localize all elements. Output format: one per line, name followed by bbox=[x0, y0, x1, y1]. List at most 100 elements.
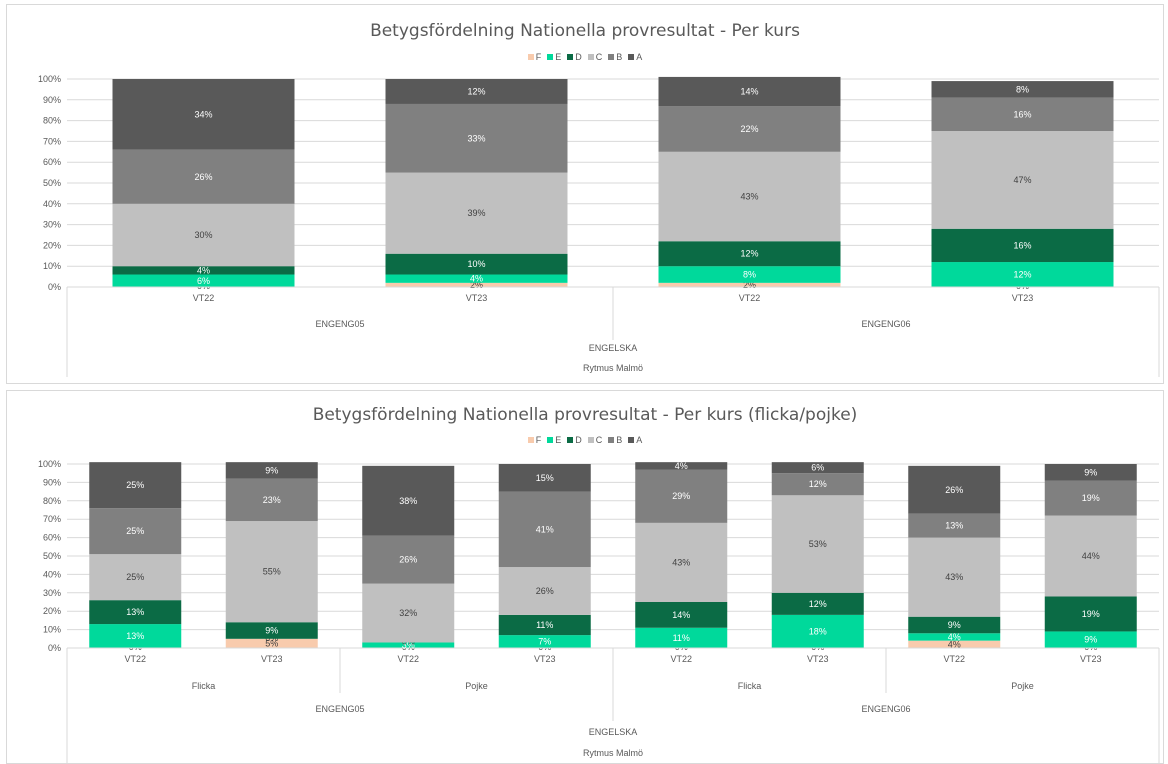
y-tick-label: 10% bbox=[43, 625, 61, 635]
y-tick-label: 0% bbox=[48, 282, 61, 292]
gender-group-label: Pojke bbox=[1011, 681, 1034, 691]
bar-segment-e bbox=[771, 614, 864, 648]
data-label: 34% bbox=[194, 109, 212, 119]
x-tick-label: VT22 bbox=[124, 654, 146, 664]
bar-segment-c bbox=[658, 151, 841, 242]
bar-segment-b bbox=[931, 97, 1114, 131]
data-label: 9% bbox=[265, 626, 278, 636]
bar-segment-d bbox=[658, 241, 841, 267]
data-label: 43% bbox=[945, 572, 963, 582]
data-label: 25% bbox=[126, 526, 144, 536]
data-label: 16% bbox=[1013, 109, 1031, 119]
legend-item-b: B bbox=[608, 435, 622, 445]
bar-segment-c bbox=[498, 567, 591, 615]
data-label: 15% bbox=[536, 473, 554, 483]
bar-segment-d bbox=[635, 602, 728, 628]
legend-item-a: A bbox=[628, 435, 642, 445]
data-label: 12% bbox=[740, 249, 758, 259]
y-tick-label: 70% bbox=[43, 136, 61, 146]
y-tick-label: 40% bbox=[43, 199, 61, 209]
bar-segment-d bbox=[498, 614, 591, 636]
bar-segment-d bbox=[908, 616, 1001, 634]
bar-segment-e bbox=[89, 624, 182, 648]
data-label: 44% bbox=[1082, 551, 1100, 561]
data-label: 33% bbox=[467, 133, 485, 143]
data-label: 14% bbox=[672, 610, 690, 620]
data-label: 43% bbox=[740, 192, 758, 202]
bar-segment-b bbox=[225, 478, 318, 522]
data-label: 4% bbox=[948, 632, 961, 642]
stacked-bar-chart-per-kurs: 0%10%20%30%40%50%60%70%80%90%100%0%6%4%3… bbox=[38, 74, 1160, 377]
bar-segment-e bbox=[1044, 631, 1137, 648]
legend-item-d: D bbox=[567, 435, 582, 445]
bar-segment-e bbox=[385, 274, 568, 283]
data-label: 2% bbox=[743, 280, 756, 290]
gender-group-label: Flicka bbox=[738, 681, 762, 691]
x-tick-label: VT23 bbox=[1080, 654, 1102, 664]
y-tick-label: 70% bbox=[43, 514, 61, 524]
data-label: 43% bbox=[672, 557, 690, 567]
bar-segment-c bbox=[908, 537, 1001, 617]
legend-swatch-a bbox=[628, 54, 635, 60]
bar-segment-b bbox=[112, 149, 295, 204]
bar-segment-f bbox=[225, 638, 318, 648]
legend-swatch-c bbox=[587, 437, 594, 443]
y-tick-label: 50% bbox=[43, 551, 61, 561]
x-tick-label: VT22 bbox=[739, 293, 761, 303]
bar-segment-e bbox=[112, 274, 295, 287]
bar-segment-a bbox=[771, 462, 864, 474]
chart-title: Betygsfördelning Nationella provresultat… bbox=[312, 405, 858, 425]
data-label: 10% bbox=[467, 259, 485, 269]
data-label: 11% bbox=[673, 633, 690, 643]
bar-segment-b bbox=[89, 508, 182, 555]
data-label: 13% bbox=[126, 607, 144, 617]
y-tick-label: 100% bbox=[38, 74, 61, 84]
bar-segment-b bbox=[362, 535, 455, 584]
legend-item-e: E bbox=[547, 52, 561, 62]
bar-segment-d bbox=[1044, 596, 1137, 632]
legend-item-c: C bbox=[587, 52, 603, 62]
data-label: 13% bbox=[126, 631, 144, 641]
legend-swatch-e bbox=[547, 437, 554, 443]
data-label: 9% bbox=[265, 465, 278, 475]
data-label: 16% bbox=[1013, 240, 1031, 250]
bar-segment-f bbox=[385, 282, 568, 287]
data-label: 38% bbox=[399, 496, 417, 506]
data-label: 23% bbox=[263, 495, 281, 505]
data-label: 30% bbox=[194, 230, 212, 240]
legend-swatch-e bbox=[547, 54, 554, 60]
data-label: 12% bbox=[809, 479, 827, 489]
y-tick-label: 80% bbox=[43, 496, 61, 506]
bar-segment-c bbox=[89, 554, 182, 601]
data-label: 4% bbox=[197, 265, 210, 275]
legend-label-e: E bbox=[555, 52, 562, 62]
chart-legend: F E D C B A bbox=[7, 435, 1163, 445]
legend-label-b: B bbox=[616, 435, 623, 445]
data-label: 18% bbox=[809, 626, 827, 636]
y-tick-label: 80% bbox=[43, 116, 61, 126]
data-label: 47% bbox=[1013, 175, 1031, 185]
legend-swatch-b bbox=[608, 437, 615, 443]
data-label: 41% bbox=[536, 524, 554, 534]
bar-segment-c bbox=[362, 583, 455, 643]
bar-segment-c bbox=[1044, 515, 1137, 597]
y-tick-label: 40% bbox=[43, 569, 61, 579]
legend-label-d: D bbox=[575, 435, 582, 445]
y-tick-label: 90% bbox=[43, 477, 61, 487]
x-tick-label: VT23 bbox=[261, 654, 283, 664]
legend-item-f: F bbox=[527, 52, 541, 62]
data-label: 12% bbox=[809, 599, 827, 609]
legend-swatch-c bbox=[587, 54, 594, 60]
x-tick-label: VT23 bbox=[534, 654, 556, 664]
data-label: 9% bbox=[1084, 467, 1097, 477]
bar-segment-d bbox=[89, 600, 182, 625]
bar-segment-a bbox=[362, 465, 455, 536]
y-tick-label: 90% bbox=[43, 95, 61, 105]
subject-label: ENGELSKA bbox=[589, 343, 638, 353]
legend-label-c: C bbox=[595, 52, 603, 62]
bar-segment-b bbox=[658, 106, 841, 152]
bar-segment-a bbox=[498, 464, 591, 492]
bar-segment-d bbox=[771, 592, 864, 615]
data-label: 9% bbox=[948, 620, 961, 630]
data-label: 53% bbox=[809, 539, 827, 549]
